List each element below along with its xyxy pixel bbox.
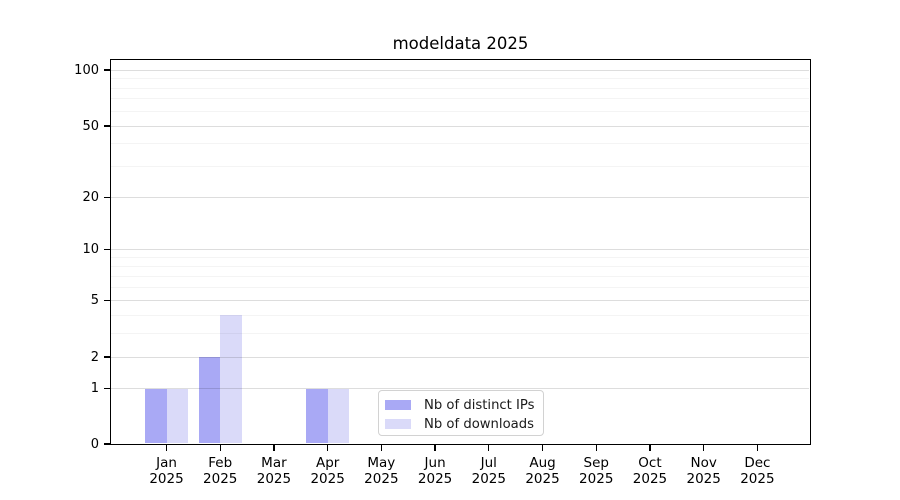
x-tick-label-oct: Oct 2025 [632, 455, 668, 487]
y-tick-label: 5 [90, 293, 99, 308]
minor-gridline [111, 87, 809, 89]
x-tick-label-may: May 2025 [364, 455, 399, 487]
y-tick-mark [104, 125, 110, 127]
plot-area [110, 59, 811, 445]
minor-gridline [111, 287, 809, 289]
major-gridline [111, 197, 809, 198]
x-tick-mark [756, 444, 759, 451]
minor-gridline [111, 257, 809, 259]
x-tick-label-jun: Jun 2025 [417, 455, 453, 487]
legend-item-downloads: Nb of downloads [385, 415, 537, 433]
y-tick-mark [104, 196, 110, 199]
x-tick-mark [380, 444, 383, 451]
y-tick-label: 10 [82, 242, 99, 257]
x-tick-label-mar: Mar 2025 [256, 455, 292, 487]
major-gridline [111, 125, 809, 127]
x-tick-label-dec: Dec 2025 [740, 455, 775, 487]
minor-gridline [111, 110, 809, 112]
y-tick-mark [104, 443, 110, 445]
y-tick-mark [104, 356, 110, 358]
x-tick-label-jul: Jul 2025 [471, 455, 506, 487]
y-tick-mark [104, 69, 110, 71]
x-tick-mark [541, 444, 544, 451]
major-gridline [111, 388, 809, 389]
x-tick-mark [165, 444, 168, 451]
y-tick-label: 20 [82, 190, 99, 205]
major-gridline [111, 300, 809, 301]
minor-gridline [111, 165, 809, 167]
x-tick-label-jan: Jan 2025 [149, 455, 184, 487]
major-gridline [111, 249, 809, 250]
y-tick-label: 50 [82, 118, 99, 134]
bar-distinct-ips-feb [198, 357, 221, 443]
y-tick-mark [104, 299, 110, 302]
bar-downloads-feb [220, 315, 242, 443]
bar-downloads-apr [327, 388, 350, 443]
minor-gridline [111, 143, 809, 145]
minor-gridline [111, 265, 809, 267]
x-tick-mark [649, 444, 651, 451]
x-tick-mark [327, 444, 329, 451]
major-gridline [111, 356, 809, 358]
minor-gridline [111, 275, 809, 277]
minor-gridline [111, 314, 809, 316]
legend-label-distinct-ips: Nb of distinct IPs [424, 397, 535, 413]
y-tick-label: 0 [90, 436, 99, 452]
y-tick-mark [104, 387, 110, 390]
x-tick-label-sep: Sep 2025 [579, 455, 614, 487]
legend-swatch-distinct-ips [385, 400, 411, 410]
x-tick-label-aug: Aug 2025 [525, 455, 560, 487]
bar-downloads-jan [166, 388, 188, 443]
x-tick-label-apr: Apr 2025 [310, 455, 345, 487]
chart-title: modeldata 2025 [392, 34, 529, 53]
y-tick-label: 100 [74, 62, 99, 78]
minor-gridline [111, 333, 809, 335]
bar-distinct-ips-apr [306, 388, 328, 443]
x-tick-mark [219, 444, 221, 451]
x-tick-mark [703, 444, 705, 451]
x-tick-label-nov: Nov 2025 [686, 455, 721, 487]
legend-label-downloads: Nb of downloads [424, 416, 534, 432]
legend-swatch-downloads [385, 419, 411, 429]
x-tick-mark [595, 444, 597, 451]
minor-gridline [111, 78, 809, 80]
x-tick-mark [434, 444, 436, 451]
y-tick-mark [104, 248, 110, 251]
x-tick-mark [488, 444, 490, 451]
legend: Nb of distinct IPs Nb of downloads [378, 390, 544, 436]
x-tick-label-feb: Feb 2025 [203, 455, 238, 487]
major-gridline [111, 69, 809, 71]
y-tick-label: 1 [90, 381, 99, 396]
y-tick-label: 2 [90, 349, 99, 365]
minor-gridline [111, 98, 809, 100]
legend-item-distinct-ips: Nb of distinct IPs [385, 396, 537, 414]
x-tick-mark [273, 444, 275, 451]
bar-distinct-ips-jan [145, 388, 167, 443]
